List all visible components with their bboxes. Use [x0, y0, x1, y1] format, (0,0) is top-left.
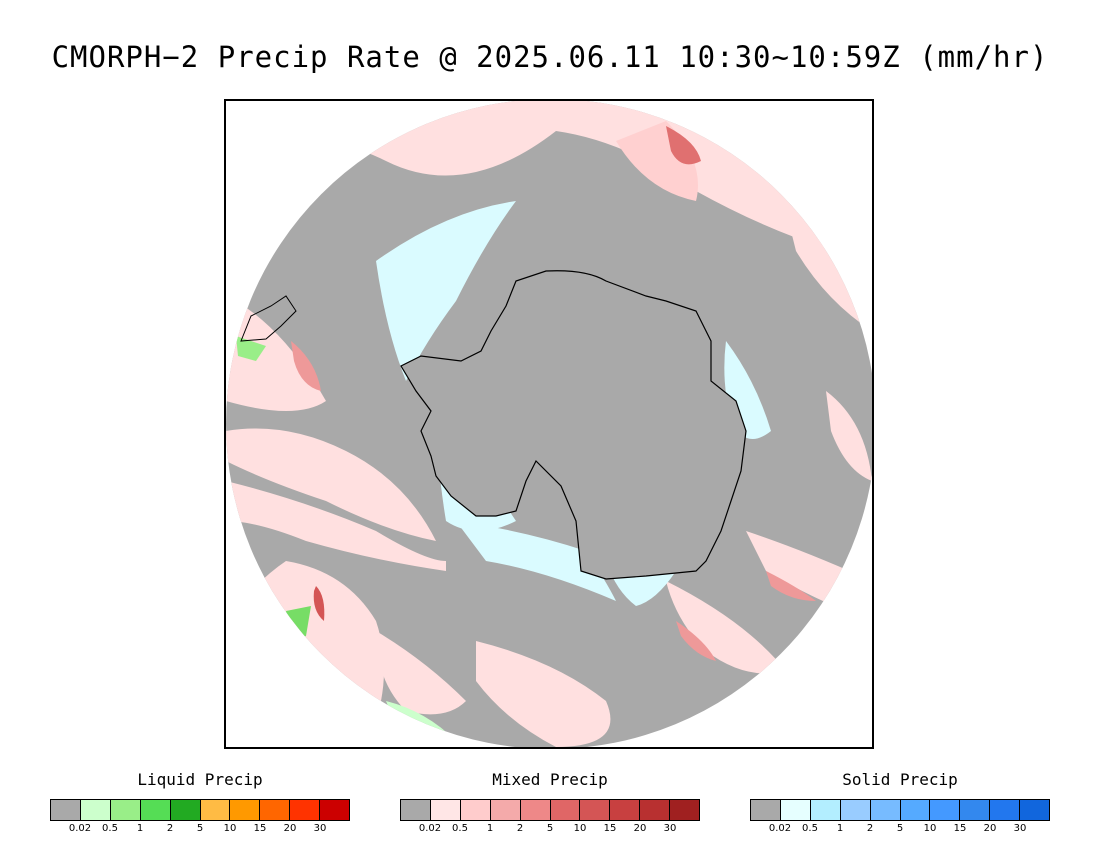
- precip-map-svg: [226, 101, 872, 747]
- legend-swatch: [320, 800, 350, 820]
- legend-swatch: [80, 800, 111, 820]
- legend-title: Liquid Precip: [137, 770, 263, 789]
- legend-tick-label: 1: [836, 823, 844, 834]
- mixed-precip-region: [226, 481, 446, 571]
- mixed-precip-core: [766, 571, 816, 601]
- liquid-precip-region: [236, 336, 266, 361]
- precip-map: [224, 99, 874, 749]
- mixed-precip-core: [291, 341, 321, 391]
- legend-swatch: [670, 800, 700, 820]
- legend-swatch: [170, 800, 201, 820]
- legend-swatch: [290, 800, 321, 820]
- legend-swatch: [110, 800, 141, 820]
- legend-tick-label: 2: [166, 823, 174, 834]
- mixed-precip-region: [826, 391, 872, 481]
- legend-swatch: [810, 800, 841, 820]
- legend-swatch: [200, 800, 231, 820]
- legend-swatch: [990, 800, 1021, 820]
- legend-tick-label: 5: [896, 823, 904, 834]
- legend-swatch: [640, 800, 671, 820]
- legend-colorbar: [750, 799, 1050, 821]
- legend-tick-labels: 0.02 0.5 1 2 5 10 15 20 30: [750, 823, 1050, 837]
- legend-swatch: [751, 800, 781, 820]
- legend-swatch: [490, 800, 521, 820]
- legend-tick-label: 15: [603, 823, 617, 834]
- legend-tick-labels: 0.02 0.5 1 2 5 10 15 20 30: [400, 823, 700, 837]
- legend-swatch: [460, 800, 491, 820]
- mixed-precip-core: [313, 586, 325, 621]
- legend-swatch: [930, 800, 961, 820]
- mixed-precip-core: [666, 126, 701, 165]
- mixed-precip-region: [226, 301, 326, 411]
- legend-swatch: [520, 800, 551, 820]
- mixed-precip-region: [226, 428, 436, 541]
- solid-precip-region: [456, 521, 616, 601]
- legend-tick-label: 1: [486, 823, 494, 834]
- legend-solid: Solid Precip 0.02 0.5 1 2 5 10 15 20 30: [750, 770, 1050, 837]
- south-america-coastline: [240, 295, 297, 342]
- legend-swatch: [960, 800, 991, 820]
- legend-swatch: [840, 800, 871, 820]
- legend-tick-label: 15: [953, 823, 967, 834]
- legend-mixed: Mixed Precip 0.02 0.5 1 2 5 10 15 20 30: [400, 770, 700, 837]
- legend-tick-label: 1: [136, 823, 144, 834]
- antarctica-coastline: [400, 270, 747, 580]
- legend-tick-label: 10: [923, 823, 937, 834]
- legend-swatch: [260, 800, 291, 820]
- legend-tick-label: 30: [1013, 823, 1027, 834]
- legend-swatch: [870, 800, 901, 820]
- legend-tick-label: 20: [983, 823, 997, 834]
- legend-tick-label: 10: [223, 823, 237, 834]
- legend-tick-label: 20: [633, 823, 647, 834]
- legend-tick-label: 5: [196, 823, 204, 834]
- legend-tick-label: 2: [516, 823, 524, 834]
- mixed-precip-region: [376, 631, 466, 715]
- legend-tick-label: 5: [546, 823, 554, 834]
- legend-swatch: [401, 800, 431, 820]
- legend-tick-label: 30: [313, 823, 327, 834]
- legend-tick-label: 30: [663, 823, 677, 834]
- legend-tick-label: 0.5: [452, 823, 468, 834]
- solid-precip-region: [376, 201, 516, 381]
- legend-tick-label: 0.5: [102, 823, 118, 834]
- mixed-precip-region: [786, 211, 872, 331]
- legend-swatch: [780, 800, 811, 820]
- mixed-precip-core: [676, 621, 716, 661]
- legend-swatch: [610, 800, 641, 820]
- legend-tick-labels: 0.02 0.5 1 2 5 10 15 20 30: [50, 823, 350, 837]
- legend-swatch: [230, 800, 261, 820]
- legend-swatch: [580, 800, 611, 820]
- legend-tick-label: 0.5: [802, 823, 818, 834]
- legend-title: Solid Precip: [842, 770, 958, 789]
- legend-swatch: [140, 800, 171, 820]
- legend-colorbar: [400, 799, 700, 821]
- legend-swatch: [550, 800, 581, 820]
- legend-tick-label: 2: [866, 823, 874, 834]
- legend-tick-label: 10: [573, 823, 587, 834]
- map-title: CMORPH−2 Precip Rate @ 2025.06.11 10:30~…: [51, 40, 1049, 74]
- mixed-precip-region: [666, 581, 786, 674]
- legend-swatch: [51, 800, 81, 820]
- legend-colorbar: [50, 799, 350, 821]
- legend-tick-label: 20: [283, 823, 297, 834]
- legend-title: Mixed Precip: [492, 770, 608, 789]
- legend-tick-label: 0.02: [68, 823, 92, 834]
- legend-tick-label: 0.02: [768, 823, 792, 834]
- legend-swatch: [900, 800, 931, 820]
- legend-swatch: [1020, 800, 1050, 820]
- legend-swatch: [430, 800, 461, 820]
- legend-tick-label: 15: [253, 823, 267, 834]
- legend-tick-label: 0.02: [418, 823, 442, 834]
- mixed-precip-region: [476, 641, 611, 747]
- legend-liquid: Liquid Precip 0.02 0.5 1 2 5 10 15 20 30: [50, 770, 350, 837]
